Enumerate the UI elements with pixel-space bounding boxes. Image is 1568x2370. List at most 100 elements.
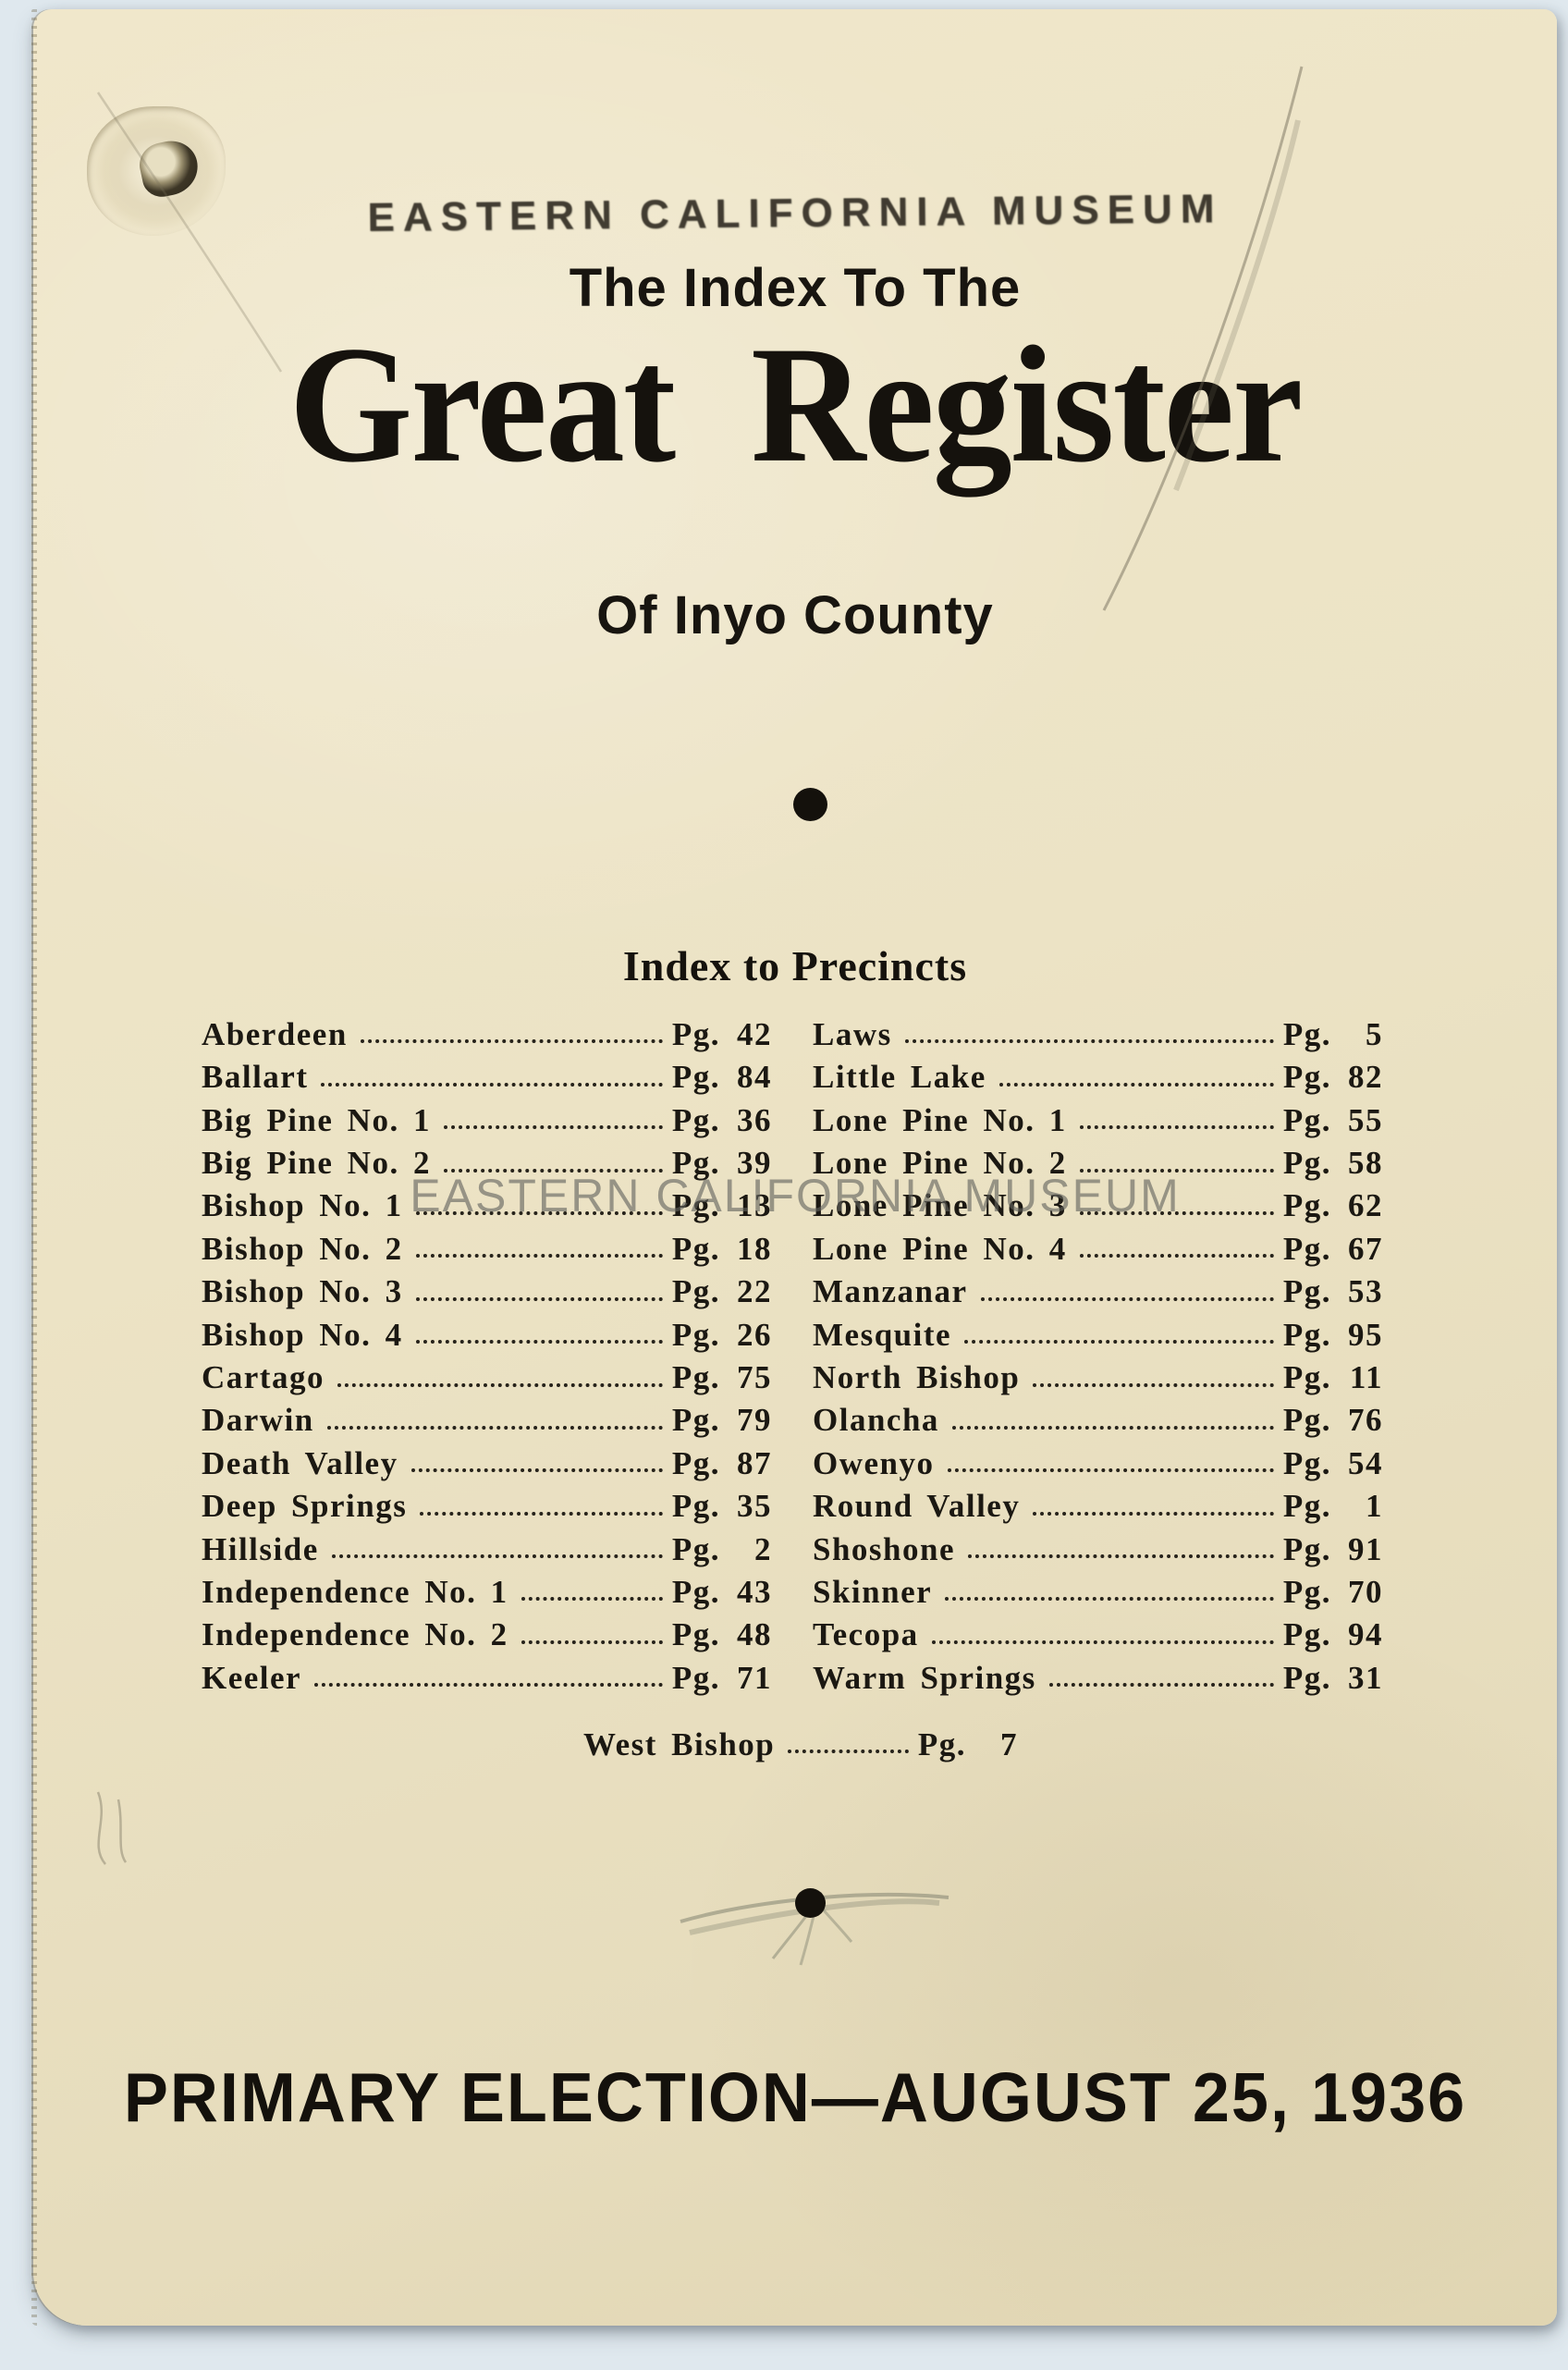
page-number: 5 [1366,1015,1383,1052]
page-label: Pg. [1282,1488,1331,1525]
index-row: Hillside Pg. 2 [202,1525,772,1567]
dot-leader [1048,1683,1274,1688]
precinct-name: Independence No. 1 [202,1573,508,1610]
page-number: 13 [737,1187,772,1224]
page-label: Pg. [1282,1659,1331,1696]
dot-leader [443,1168,663,1173]
index-row: Skinner Pg. 70 [813,1567,1383,1610]
precinct-name: Darwin [202,1402,314,1439]
dot-leader [415,1210,663,1215]
precinct-name: Independence No. 2 [202,1616,508,1653]
index-row: Lone Pine No. 4 Pg. 67 [813,1224,1383,1267]
dot-leader [337,1382,663,1387]
page-number: 35 [737,1488,772,1525]
index-row: Manzanar Pg. 53 [813,1267,1383,1309]
dot-leader [968,1554,1274,1559]
page-number: 43 [737,1573,772,1610]
index-row: Ballart Pg. 84 [202,1052,772,1095]
page-label: Pg. [671,1573,720,1610]
election-title: PRIMARY ELECTION—AUGUST 25, 1936 [123,2059,1467,2137]
page-label: Pg. [671,1015,720,1052]
dot-leader [964,1340,1274,1345]
page-number: 94 [1348,1616,1383,1653]
page-number: 22 [737,1273,772,1310]
index-row: Tecopa Pg. 94 [813,1610,1383,1652]
precinct-name: Warm Springs [813,1659,1036,1696]
dot-leader [415,1254,663,1259]
precinct-footer-row: West Bishop Pg. 7 [583,1714,1018,1762]
page-number: 67 [1348,1230,1383,1267]
index-row: Mesquite Pg. 95 [813,1310,1383,1353]
page-label: Pg. [671,1316,720,1353]
page-number: 87 [737,1444,772,1481]
precinct-name: Round Valley [813,1488,1021,1525]
page-label: Pg. [671,1616,720,1653]
dot-leader [1079,1254,1274,1259]
index-row: West Bishop Pg. 7 [583,1714,1018,1762]
page-label: Pg. [917,1725,966,1762]
index-row: Aberdeen Pg. 42 [202,1010,772,1052]
page-label: Pg. [1282,1187,1331,1224]
index-row: Little Lake Pg. 82 [813,1052,1383,1095]
index-row: North Bishop Pg. 11 [813,1353,1383,1395]
index-row: Lone Pine No. 2 Pg. 58 [813,1138,1383,1181]
dot-leader [998,1082,1274,1087]
page-number: 26 [737,1316,772,1353]
precinct-name: Lone Pine No. 4 [813,1230,1067,1267]
page-number: 70 [1348,1573,1383,1610]
precinct-name: Owenyo [813,1444,935,1481]
precinct-name: Lone Pine No. 3 [813,1187,1067,1224]
dot-leader [443,1125,663,1130]
pretitle: The Index To The [569,258,1022,318]
index-row: Laws Pg. 5 [813,1010,1383,1052]
index-row: Independence No. 1 Pg. 43 [202,1567,772,1610]
page-label: Pg. [1282,1273,1331,1310]
dot-leader [1033,1511,1274,1516]
index-row: Bishop No. 1 Pg. 13 [202,1182,772,1224]
main-title: Great Register [288,313,1304,497]
page-label: Pg. [1282,1230,1331,1267]
precinct-name: Big Pine No. 2 [202,1145,431,1182]
page-number: 1 [1366,1488,1383,1525]
page-label: Pg. [671,1488,720,1525]
precinct-name: West Bishop [583,1725,776,1762]
page-number: 39 [737,1145,772,1182]
precinct-column-right: Laws Pg. 5 Little Lake Pg. 82 Lone Pine … [813,1010,1383,1696]
precinct-name: Bishop No. 3 [202,1273,403,1310]
page-number: 75 [737,1359,772,1396]
dot-leader [951,1425,1274,1430]
index-row: Keeler Pg. 71 [202,1653,772,1696]
page-label: Pg. [1282,1444,1331,1481]
page-number: 55 [1348,1101,1383,1138]
dot-leader [1079,1125,1274,1130]
precinct-name: Death Valley [202,1444,398,1481]
dot-leader [904,1039,1274,1044]
page-number: 53 [1348,1273,1383,1310]
page-label: Pg. [1282,1616,1331,1653]
precinct-name: Cartago [202,1359,325,1396]
precinct-name: Bishop No. 1 [202,1187,403,1224]
precinct-name: Bishop No. 2 [202,1230,403,1267]
dot-leader [980,1296,1274,1301]
booklet-cover: EASTERN CALIFORNIA MUSEUM The Index To T… [31,9,1557,2326]
index-row: Bishop No. 2 Pg. 18 [202,1224,772,1267]
dot-leader [360,1039,663,1044]
page-label: Pg. [1282,1101,1331,1138]
index-row: Cartago Pg. 75 [202,1353,772,1395]
precinct-name: Ballart [202,1059,309,1096]
dot-leader [314,1683,663,1688]
dot-leader [947,1468,1274,1473]
precinct-name: Keeler [202,1659,302,1696]
page-label: Pg. [671,1101,720,1138]
dot-leader [788,1750,909,1753]
dot-leader [1079,1168,1274,1173]
dot-leader [945,1597,1274,1602]
page-number: 2 [754,1530,772,1567]
page-number: 95 [1348,1316,1383,1353]
subtitle: Of Inyo County [596,585,994,645]
page-number: 91 [1348,1530,1383,1567]
page-number: 58 [1348,1145,1383,1182]
dot-leader [420,1511,663,1516]
precinct-name: Hillside [202,1530,319,1567]
precinct-name: Shoshone [813,1530,956,1567]
